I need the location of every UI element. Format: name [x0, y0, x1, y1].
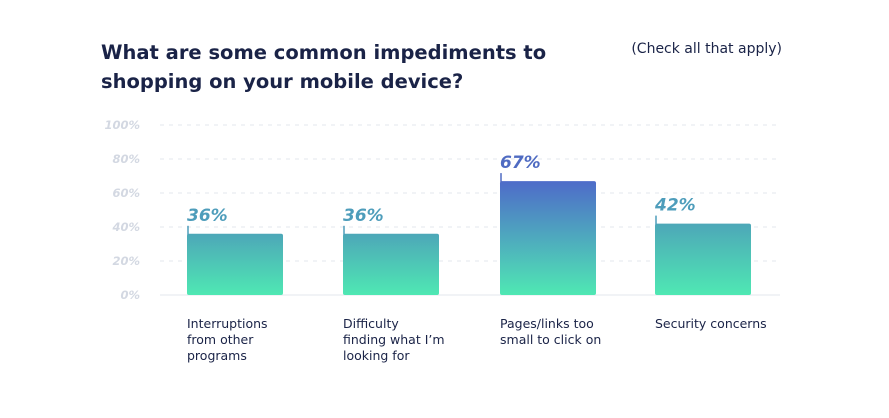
bar — [343, 233, 439, 295]
y-tick-label: 60% — [112, 186, 140, 200]
data-label: 42% — [654, 196, 696, 216]
data-label: 67% — [500, 153, 541, 173]
category-label: Interruptions from other programs — [187, 316, 268, 363]
bar — [655, 223, 751, 295]
data-label: 36% — [187, 206, 228, 226]
category-label: Pages/links too small to click on — [500, 316, 601, 347]
bar — [187, 233, 283, 295]
chart-title: What are some common impediments to shop… — [101, 41, 547, 93]
category-label: Difficulty finding what I’m looking for — [343, 316, 445, 363]
data-label: 36% — [343, 206, 384, 226]
y-tick-label: 100% — [104, 118, 140, 132]
y-tick-label: 40% — [111, 220, 140, 234]
y-tick-label: 20% — [112, 254, 140, 268]
bar — [500, 181, 596, 295]
y-tick-label: 80% — [112, 152, 140, 166]
category-label: Security concerns — [655, 316, 767, 331]
y-tick-label: 0% — [120, 288, 140, 302]
chart-note: (Check all that apply) — [631, 41, 782, 57]
